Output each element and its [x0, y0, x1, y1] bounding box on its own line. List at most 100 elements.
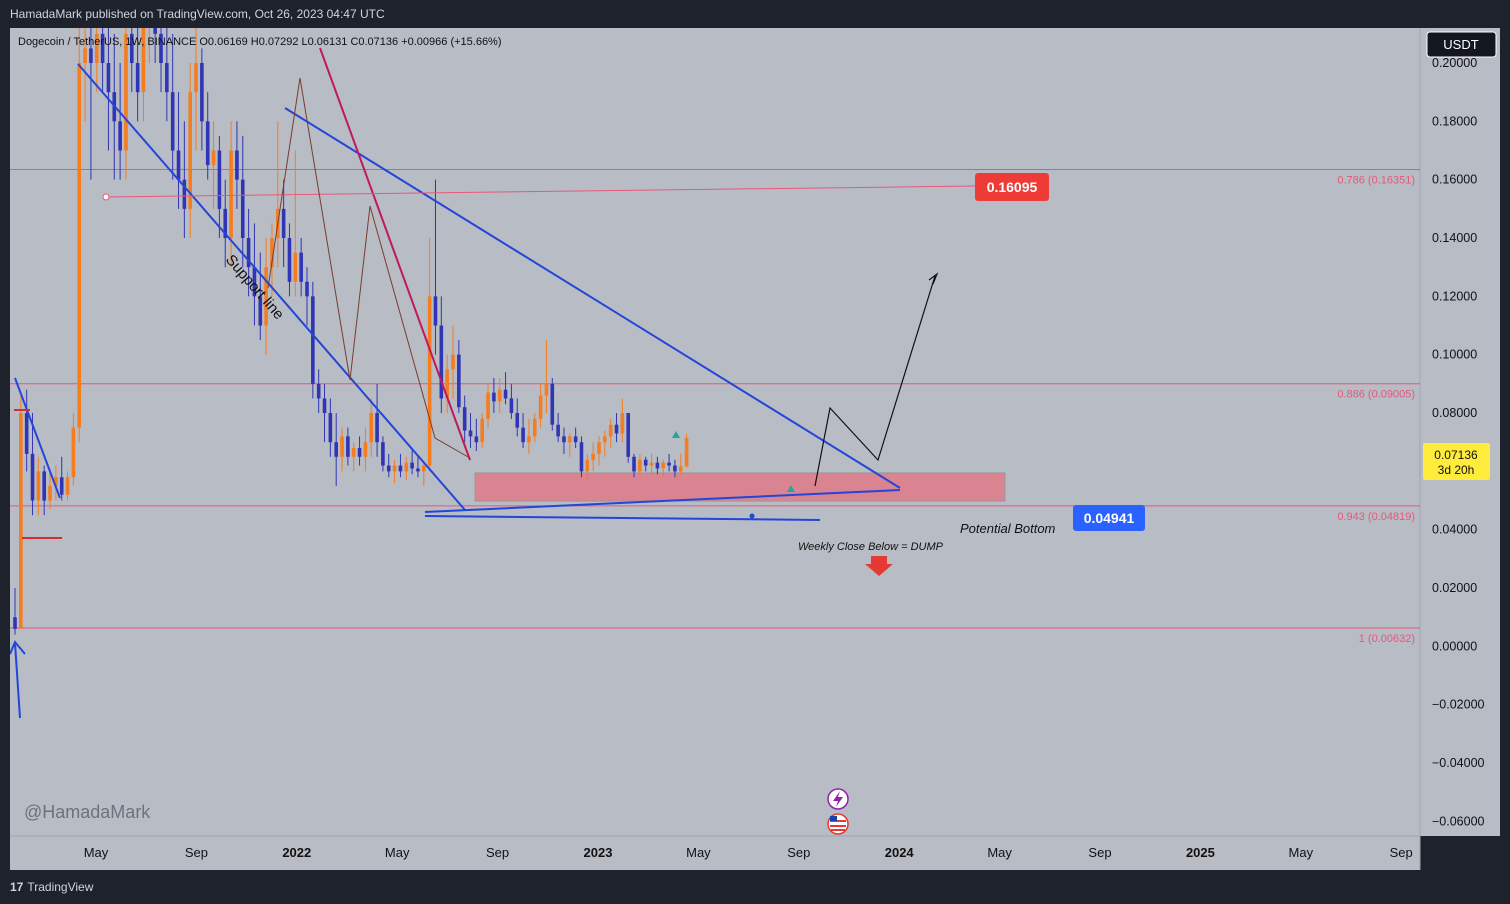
- candle: [48, 471, 52, 510]
- candle: [130, 28, 134, 93]
- candle-body: [305, 281, 309, 297]
- candle: [480, 413, 484, 449]
- candle-body: [252, 267, 257, 297]
- candle: [661, 459, 666, 478]
- candle: [427, 238, 432, 472]
- candle-body: [30, 453, 35, 501]
- candle: [667, 453, 671, 472]
- time-tick-label: 2024: [885, 845, 915, 860]
- tradingview-brand[interactable]: 17 TradingView: [10, 870, 93, 904]
- candle: [141, 28, 146, 122]
- candle: [386, 453, 391, 478]
- resistance-line: [284, 107, 901, 489]
- candle-body: [538, 395, 543, 419]
- candle: [264, 238, 268, 355]
- candle: [83, 28, 87, 122]
- candle-body: [118, 121, 122, 151]
- publish-header: HamadaMark published on TradingView.com,…: [0, 0, 1510, 28]
- candle: [515, 398, 520, 437]
- candle-body: [620, 413, 625, 434]
- time-axis[interactable]: [10, 836, 1420, 870]
- candle-body: [381, 442, 385, 466]
- candle-body: [346, 436, 350, 457]
- candle: [258, 252, 263, 341]
- us-flag-icon[interactable]: [827, 813, 849, 835]
- candle-body: [649, 462, 654, 466]
- dump-note-label: Weekly Close Below = DUMP: [798, 541, 944, 553]
- candle-body: [585, 459, 590, 472]
- candle-body: [130, 33, 134, 64]
- price-axis[interactable]: [1420, 28, 1500, 836]
- candle: [544, 340, 549, 414]
- candle: [620, 398, 625, 443]
- candle: [585, 453, 590, 481]
- candle-body: [550, 383, 555, 425]
- candle: [603, 430, 607, 457]
- candle-body: [503, 389, 508, 399]
- time-ticks: May Sep 2022 May Sep 2023 May Sep 2024 May Sep 2025…: [84, 845, 1413, 860]
- candle: [94, 28, 99, 93]
- candle-body: [608, 424, 613, 437]
- watermark: @HamadaMark: [24, 802, 151, 822]
- chart-svg[interactable]: Support line Potential Bottom Weekly Clo…: [10, 28, 1500, 870]
- candle: [375, 383, 379, 457]
- flash-icon[interactable]: [827, 788, 849, 810]
- candle-body: [422, 465, 426, 472]
- candle: [182, 121, 187, 239]
- time-tick-label: May: [385, 845, 410, 860]
- candle-body: [474, 436, 479, 443]
- candle-body: [439, 325, 444, 399]
- candle: [124, 28, 128, 180]
- candle-body: [36, 471, 41, 501]
- candle: [521, 413, 525, 449]
- candle: [433, 179, 438, 355]
- plot-area[interactable]: [10, 28, 1420, 836]
- candle: [632, 453, 636, 478]
- candle-body: [597, 442, 601, 454]
- candle: [556, 413, 560, 443]
- candle-body: [363, 442, 368, 457]
- projection-path: [814, 275, 936, 487]
- candle-body: [532, 418, 537, 437]
- fib-level-label: 0.943 (0.04819): [1337, 511, 1415, 523]
- candle-body: [603, 436, 607, 443]
- candle-body: [258, 296, 263, 326]
- candle-body: [451, 354, 455, 370]
- price-ticks: 0.20000 0.18000 0.16000 0.14000 0.12000 0.100…: [1432, 56, 1485, 828]
- candle: [655, 456, 660, 475]
- candle-body: [643, 459, 648, 466]
- candle-body: [235, 150, 239, 180]
- candle-body: [684, 438, 689, 467]
- candle-body: [328, 413, 333, 443]
- time-tick-label: May: [84, 845, 109, 860]
- candle-body: [416, 468, 420, 472]
- candle: [246, 208, 251, 297]
- candle-body: [182, 179, 187, 209]
- candle: [322, 383, 327, 443]
- candle: [159, 28, 163, 93]
- candle: [357, 436, 362, 466]
- candle: [503, 372, 508, 405]
- descending-line: [319, 47, 471, 461]
- candle: [77, 28, 82, 443]
- countdown-text: 3d 20h: [1438, 463, 1475, 477]
- price-tick-label: 0.10000: [1432, 348, 1477, 362]
- candle-body: [386, 465, 391, 472]
- candle-body: [457, 354, 461, 408]
- candle-body: [667, 462, 671, 466]
- currency-label: USDT: [1443, 37, 1478, 52]
- candle-body: [398, 465, 403, 472]
- candle-body: [89, 48, 93, 64]
- publish-info: HamadaMark published on TradingView.com,…: [10, 7, 385, 21]
- time-tick-label: May: [987, 845, 1012, 860]
- candle-body: [211, 150, 216, 166]
- price-tick-label: 0.18000: [1432, 114, 1477, 128]
- candle: [457, 340, 461, 414]
- candlesticks[interactable]: [13, 28, 689, 635]
- candle: [153, 28, 157, 64]
- candle: [591, 442, 595, 472]
- candle: [299, 238, 303, 297]
- candle: [176, 92, 181, 209]
- candle-body: [626, 413, 630, 457]
- currency-button[interactable]: USDT: [1426, 31, 1497, 58]
